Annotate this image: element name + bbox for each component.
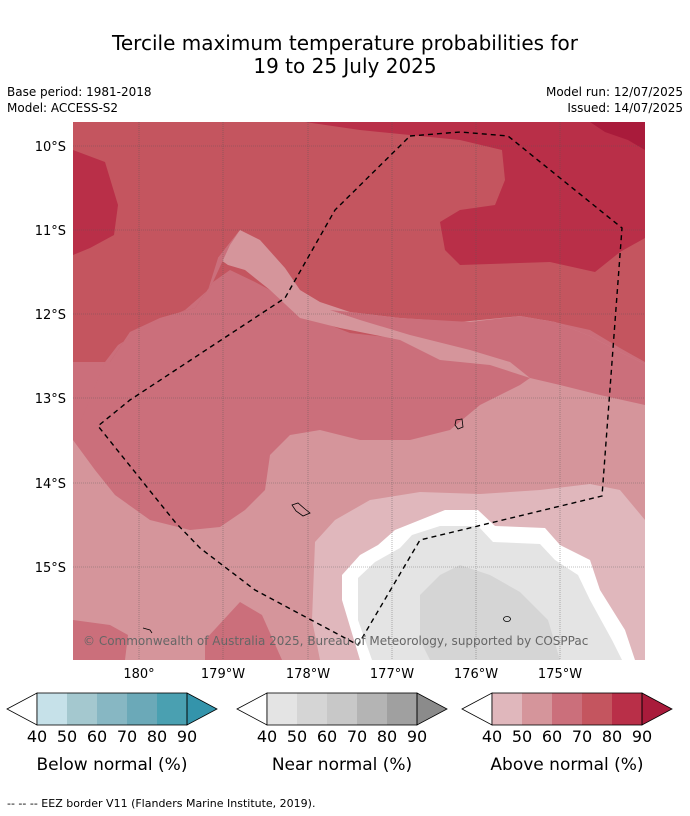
colorbar-extend-low bbox=[461, 692, 493, 726]
lon-label: 180° bbox=[123, 667, 154, 682]
colorbar-tick: 70 bbox=[572, 727, 592, 746]
colorbar-segment bbox=[552, 693, 582, 725]
base-period: Base period: 1981-2018 bbox=[7, 85, 152, 99]
colorbar-segment bbox=[67, 693, 97, 725]
region-above-70-80 bbox=[73, 122, 645, 362]
colorbar-segment bbox=[387, 693, 417, 725]
colorbar-extend-low bbox=[236, 692, 268, 726]
colorbar-segment bbox=[327, 693, 357, 725]
colorbar-segment bbox=[612, 693, 642, 725]
eez-border bbox=[97, 131, 623, 646]
lat-label: 11°S bbox=[35, 224, 66, 239]
island-outline bbox=[291, 502, 311, 517]
model-name: Model: ACCESS-S2 bbox=[7, 101, 119, 115]
chart-title: Tercile maximum temperature probabilitie… bbox=[0, 32, 690, 78]
colorbar-segment bbox=[522, 693, 552, 725]
island-outline bbox=[503, 616, 511, 622]
colorbar-extend-high bbox=[641, 692, 673, 726]
colorbar-tick: 50 bbox=[512, 727, 532, 746]
lat-label: 13°S bbox=[35, 392, 66, 407]
colorbar-frame bbox=[36, 692, 188, 726]
colorbar-below: 40 50 60 70 80 90 Below normal (%) bbox=[6, 692, 218, 775]
region-above-80-90-west bbox=[73, 150, 118, 255]
lat-label: 12°S bbox=[35, 308, 66, 323]
gridlines bbox=[73, 122, 645, 660]
colorbar-tick: 60 bbox=[542, 727, 562, 746]
colorbar-frame bbox=[266, 692, 418, 726]
colorbar-tick: 70 bbox=[117, 727, 137, 746]
meta-right: Model run: 12/07/2025 Issued: 14/07/2025 bbox=[546, 84, 683, 116]
colorbar-segment bbox=[492, 693, 522, 725]
colorbar-tick: 40 bbox=[482, 727, 502, 746]
island-outline bbox=[454, 418, 464, 430]
footnote: -- -- -- EEZ border V11 (Flanders Marine… bbox=[7, 797, 316, 810]
colorbar-label: Above normal (%) bbox=[490, 755, 643, 775]
copyright-text: © Commonwealth of Australia 2025, Bureau… bbox=[83, 634, 588, 648]
region-above-60-70-sw2 bbox=[73, 620, 128, 660]
map-field: © Commonwealth of Australia 2025, Bureau… bbox=[73, 122, 645, 660]
colorbar-segment bbox=[357, 693, 387, 725]
region-above-90 bbox=[590, 122, 645, 150]
region-above-60-70-sw bbox=[205, 602, 282, 660]
colorbar-tick: 70 bbox=[347, 727, 367, 746]
colorbar-tick: 60 bbox=[87, 727, 107, 746]
colorbar-segment bbox=[267, 693, 297, 725]
region-above-60-70-east bbox=[330, 310, 645, 405]
lon-label: 178°W bbox=[286, 667, 330, 682]
colorbar-tick: 90 bbox=[632, 727, 652, 746]
lon-label: 175°W bbox=[538, 667, 582, 682]
colorbar-frame bbox=[491, 692, 643, 726]
region-near-50-60 bbox=[420, 565, 560, 660]
colorbar-above: 40 50 60 70 80 90 Above normal (%) bbox=[461, 692, 673, 775]
colorbar-tick: 40 bbox=[27, 727, 47, 746]
island-outline bbox=[142, 627, 153, 634]
lon-label: 179°W bbox=[201, 667, 245, 682]
colorbar-extend-high bbox=[416, 692, 448, 726]
colorbar-tick: 80 bbox=[377, 727, 397, 746]
probability-map: © Commonwealth of Australia 2025, Bureau… bbox=[35, 122, 645, 682]
issued-date: Issued: 14/07/2025 bbox=[567, 101, 683, 115]
colorbar-tick: 80 bbox=[147, 727, 167, 746]
colorbar-segment bbox=[127, 693, 157, 725]
lat-label: 10°S bbox=[35, 140, 66, 155]
colorbar-tick: 60 bbox=[317, 727, 337, 746]
colorbar-extend-low bbox=[6, 692, 38, 726]
lon-label: 177°W bbox=[370, 667, 414, 682]
colorbar-segment bbox=[157, 693, 187, 725]
colorbars: 40 50 60 70 80 90 Below normal (%) 40 50 60 70 80 9… bbox=[6, 692, 673, 775]
title-line-2: 19 to 25 July 2025 bbox=[253, 54, 437, 78]
colorbar-label: Near normal (%) bbox=[272, 755, 412, 775]
colorbar-tick: 90 bbox=[177, 727, 197, 746]
colorbar-near: 40 50 60 70 80 90 Near normal (%) bbox=[236, 692, 448, 775]
lat-labels: 10°S 11°S 12°S 13°S 14°S 15°S bbox=[35, 140, 66, 576]
lon-label: 176°W bbox=[454, 667, 498, 682]
colorbar-tick: 50 bbox=[57, 727, 77, 746]
colorbar-segment bbox=[297, 693, 327, 725]
colorbar-segment bbox=[37, 693, 67, 725]
lat-label: 15°S bbox=[35, 561, 66, 576]
model-run: Model run: 12/07/2025 bbox=[545, 85, 683, 99]
colorbar-segment bbox=[582, 693, 612, 725]
lon-labels: 180° 179°W 178°W 177°W 176°W 175°W bbox=[123, 667, 582, 682]
colorbar-tick: 80 bbox=[602, 727, 622, 746]
colorbar-tick: 50 bbox=[287, 727, 307, 746]
lat-label: 14°S bbox=[35, 477, 66, 492]
colorbar-extend-high bbox=[186, 692, 218, 726]
colorbar-tick: 90 bbox=[407, 727, 427, 746]
title-line-1: Tercile maximum temperature probabilitie… bbox=[112, 31, 578, 55]
colorbar-label: Below normal (%) bbox=[37, 755, 188, 775]
colorbar-segment bbox=[97, 693, 127, 725]
meta-left: Base period: 1981-2018 Model: ACCESS-S2 bbox=[7, 84, 152, 116]
colorbar-tick: 40 bbox=[257, 727, 277, 746]
